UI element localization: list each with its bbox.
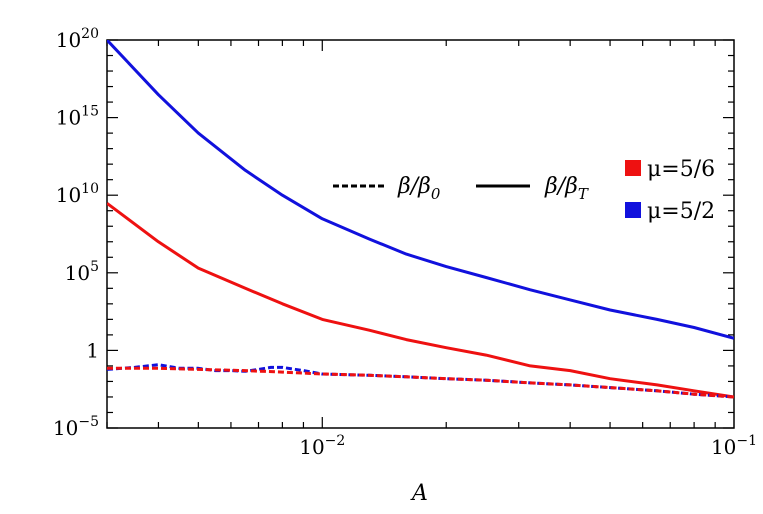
series-line-1 — [107, 202, 734, 399]
legend-label-mu-5-6: μ=5/6 — [647, 157, 715, 182]
tick-labels: 10−5 1 105 1010 1015 1020 10−2 10−1 — [53, 26, 757, 459]
series-group — [107, 40, 734, 399]
y-tick-label: 1 — [86, 338, 99, 362]
legend-label-mu-5-2: μ=5/2 — [647, 199, 715, 224]
y-tick-label: 1010 — [56, 181, 99, 207]
legend-dashed-label: β/β0 — [397, 174, 441, 203]
series-line-0 — [107, 40, 734, 340]
x-axis-label: A — [410, 481, 428, 506]
legend-style: β/β0 β/βT — [333, 174, 589, 203]
legend-swatch-mu-5-2 — [625, 202, 641, 218]
legend-solid-label: β/βT — [544, 174, 589, 203]
y-tick-label: 105 — [65, 259, 99, 285]
y-tick-label: 1020 — [56, 26, 99, 52]
x-tick-label: 10−2 — [299, 433, 345, 459]
legend-color: μ=5/6 μ=5/2 — [625, 157, 715, 224]
plot-frame — [106, 39, 735, 429]
series-line-3 — [107, 366, 734, 399]
y-tick-label: 10−5 — [53, 414, 99, 440]
y-tick-label: 1015 — [56, 104, 99, 130]
legend-swatch-mu-5-6 — [625, 160, 641, 176]
x-tick-label: 10−1 — [711, 433, 757, 459]
